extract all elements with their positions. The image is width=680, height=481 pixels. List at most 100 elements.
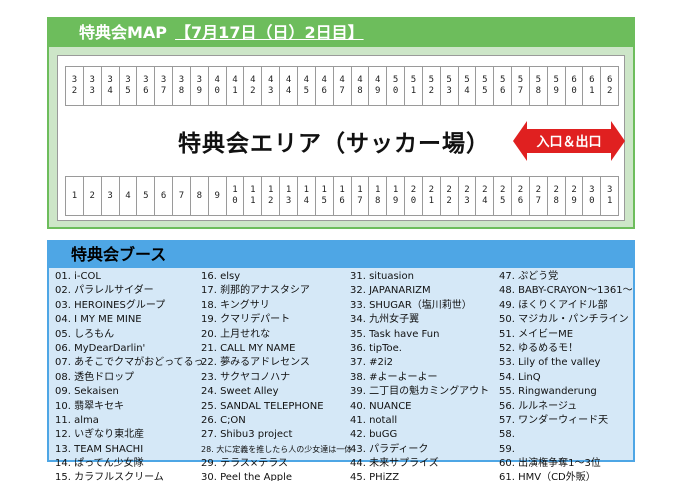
- booth-cell: 3: [100, 176, 120, 216]
- booth-list-item: 30. Peel the Apple: [201, 472, 293, 481]
- booth-list-item: 17. 刹那的アナスタシア: [201, 285, 310, 297]
- booth-list-item: 43. パラディーク: [350, 443, 429, 455]
- booth-list-item: 49. ほくりくアイドル部: [499, 299, 608, 311]
- booth-cell: 5: [136, 176, 156, 216]
- booth-cell: 9: [207, 176, 227, 216]
- booth-list-item: 57. ワンダーウィード天: [499, 414, 609, 426]
- booth-list-item: 59.: [499, 443, 515, 455]
- booth-cell: 7: [172, 176, 191, 216]
- entrance-label: 入口＆出口: [536, 134, 601, 150]
- booth-list-item: 40. NUANCE: [350, 400, 412, 412]
- booth-list-item: 58.: [499, 429, 515, 441]
- booth-list-item: 51. メイビーME: [499, 328, 574, 340]
- booth-list-item: 15. カラフルスクリーム: [55, 472, 164, 481]
- booth-list-item: 32. JAPANARIZM: [350, 285, 431, 297]
- booth-column-3: 31. situasion 32. JAPANARIZM 33. SHUGAR（塩川…: [350, 270, 500, 481]
- booth-list-item: 44. 未来サプライズ: [350, 458, 439, 470]
- booth-list-item: 52. ゆるめるモ！: [499, 342, 579, 354]
- booth-list-item: 09. Sekaisen: [55, 386, 119, 398]
- booth-list-item: 39. 二丁目の魁カミングアウト: [350, 386, 490, 398]
- booth-list-item: 04. I MY ME MINE: [55, 314, 142, 326]
- booth-list-item: 61. HMV（CD外販）: [499, 472, 596, 481]
- map-header: 特典会MAP 【7月17日（日）2日目】: [49, 19, 633, 47]
- booth-cell: 6: [154, 176, 174, 216]
- booth-list-item: 01. i-COL: [55, 271, 101, 282]
- booth-list-item: 53. Lily of the valley: [499, 357, 601, 369]
- booth-list-item: 12. いぎなり東北産: [55, 429, 145, 441]
- booth-list-item: 36. tipToe.: [350, 342, 402, 354]
- booth-list-item: 23. サクヤコノハナ: [201, 371, 291, 383]
- booth-cell: 2: [82, 176, 102, 216]
- booth-list-item: 47. ぷどう党: [499, 271, 559, 282]
- booth-list-item: 16. elsy: [201, 271, 241, 282]
- booth-cell: 1: [65, 176, 84, 216]
- booth-list-item: 26. C;ON: [201, 414, 246, 426]
- booth-list-item: 38. #よーよーよー: [350, 371, 438, 383]
- booth-list-item: 08. 透色ドロップ: [55, 371, 135, 383]
- booth-list-item: 45. PHiZZ: [350, 472, 400, 481]
- booth-list-item: 55. Ringwanderung: [499, 386, 597, 398]
- booth-list-item: 37. #2i2: [350, 357, 393, 369]
- booth-list-item: 22. 夢みるアドレセンス: [201, 357, 310, 369]
- booth-list-item: 29. テラス×テラス: [201, 458, 289, 470]
- booth-list-item: 54. LinQ: [499, 371, 541, 383]
- booth-list-item: 10. 翡翠キセキ: [55, 400, 125, 412]
- booth-list-item: 11. alma: [55, 414, 99, 426]
- booth-list-item: 21. CALL MY NAME: [201, 342, 296, 354]
- booth-list-item: 28. 大に定義を推したら人の少女達は一体何を見たのか…: [201, 444, 351, 454]
- booth-list-item: 19. クマリデパート: [201, 314, 291, 326]
- booth-list-item: 24. Sweet Alley: [201, 386, 279, 398]
- booth-list-item: 20. 上月せれな: [201, 328, 271, 340]
- booth-list-item: 02. パラレルサイダー: [55, 285, 154, 297]
- booth-list-item: 18. キングサリ: [201, 299, 270, 311]
- booth-list-item: 48. BABY-CRAYON〜1361〜: [499, 285, 633, 297]
- booth-list-item: 31. situasion: [350, 271, 414, 282]
- booth-column-1: 01. i-COL 02. パラレルサイダー 03. HEROINESグループ 04.…: [55, 270, 205, 481]
- booth-list-item: 35. Task have Fun: [350, 328, 440, 340]
- booth-cell: 8: [189, 176, 209, 216]
- entrance-arrow-icon: 入口＆出口: [513, 121, 625, 161]
- booth-list-item: 56. ルルネージュ: [499, 400, 578, 412]
- booth-list-item: 50. マジカル・パンチライン: [499, 314, 629, 326]
- booth-list-item: 06. MyDearDarlin': [55, 342, 146, 354]
